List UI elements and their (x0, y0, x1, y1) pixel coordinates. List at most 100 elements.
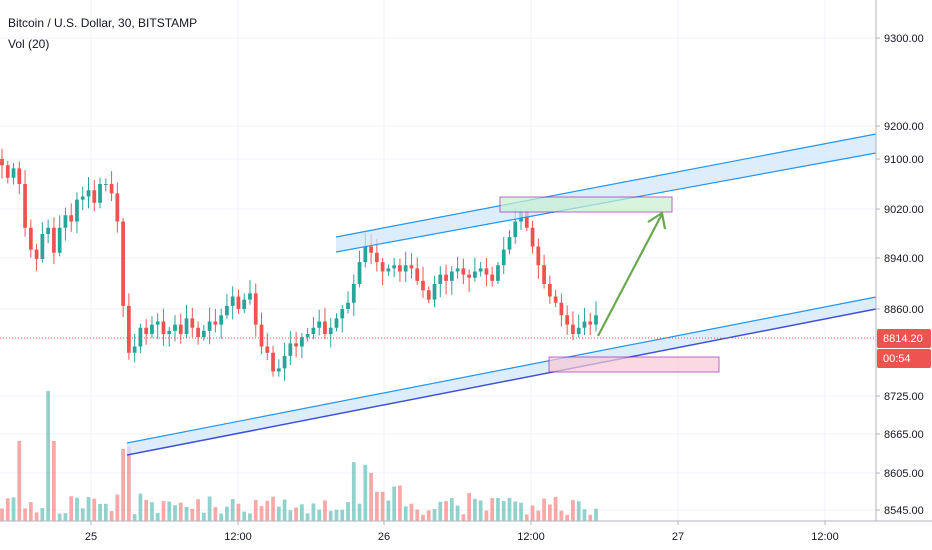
candle-body (11, 168, 16, 178)
candle-body (230, 296, 235, 306)
candle-body (559, 302, 564, 316)
time-tick-label: 26 (378, 531, 390, 543)
candle-body (582, 321, 587, 328)
volume-bar (496, 497, 500, 521)
volume-bar (294, 507, 298, 521)
volume-bar (473, 498, 477, 521)
candle-body (271, 352, 275, 372)
last-price-badge (877, 329, 931, 348)
candle-body (92, 190, 97, 203)
volume-bar (242, 511, 247, 521)
candle-body (351, 284, 356, 303)
candle-body (594, 315, 598, 325)
volume-bar (317, 509, 322, 521)
volume-bar (530, 505, 535, 521)
candle-body (392, 265, 397, 269)
price-tick-label: 8940.00 (884, 253, 924, 265)
lower-channel-bottom-line (126, 308, 877, 456)
volume-bar (421, 514, 425, 521)
candle-body (213, 321, 218, 325)
volume-bar (328, 510, 333, 521)
volume-bar (34, 512, 39, 521)
time-tick-label: 25 (85, 531, 97, 543)
volume-bar (351, 462, 356, 521)
volume-bar (207, 496, 212, 521)
candle-body (565, 315, 570, 325)
volume-bar (271, 496, 275, 521)
volume-bar (167, 501, 172, 521)
candle-body (52, 227, 56, 253)
candle-body (0, 159, 4, 166)
volume-bar (311, 503, 316, 521)
candle-body (86, 190, 91, 197)
volume-bar (559, 510, 564, 521)
volume-bar (248, 513, 252, 521)
candle-body (386, 268, 391, 272)
candle-body (40, 234, 45, 259)
candle-body (196, 327, 200, 338)
countdown-badge (877, 349, 931, 368)
candle-body (138, 327, 143, 347)
candle-body (415, 268, 420, 281)
volume-bar (565, 514, 570, 521)
volume-bar (80, 508, 85, 521)
volume-bar (5, 498, 10, 521)
candle-body (484, 268, 489, 275)
volume-bar (184, 506, 189, 521)
candle-body (34, 249, 39, 259)
candle-body (276, 368, 281, 372)
candle-body (225, 305, 229, 316)
volume-bar (155, 512, 160, 521)
volume-bar (17, 441, 22, 521)
volume-bar (28, 502, 33, 521)
time-tick-label: 27 (672, 531, 684, 543)
volume-bar (213, 507, 218, 521)
volume-bar (300, 504, 304, 521)
volume-bar (415, 509, 420, 521)
volume-bar (0, 508, 4, 521)
candle-body (57, 227, 62, 253)
candle-body (5, 165, 10, 178)
price-tick-label: 9100.00 (884, 154, 924, 166)
candle-body (513, 221, 518, 238)
volume-bar (126, 446, 131, 521)
candle-body (380, 262, 385, 272)
volume-bar (57, 513, 62, 521)
candle-body (340, 309, 345, 319)
volume-bar (524, 514, 529, 521)
projection-arrow-head (647, 211, 667, 230)
price-tick-label: 8725.00 (884, 391, 924, 403)
volume-bar (507, 497, 512, 521)
volume-bar (115, 494, 120, 521)
candle-body (28, 227, 33, 250)
price-tick-label: 9300.00 (884, 33, 924, 45)
candle-body (126, 305, 131, 353)
candle-body (207, 321, 212, 331)
candle-body (374, 252, 379, 263)
candle-body (496, 265, 500, 281)
candle-body (46, 227, 51, 234)
candle-body (398, 265, 402, 272)
volume-bar (369, 472, 373, 521)
candle-body (432, 284, 437, 300)
chart-legend: Bitcoin / U.S. Dollar, 30, BITSTAMP Vol … (8, 13, 197, 55)
candle-body (242, 299, 247, 309)
candle-body (167, 330, 172, 334)
volume-bar (259, 506, 264, 521)
candle-body (449, 271, 454, 281)
time-tick-label: 12:00 (224, 531, 252, 543)
candle-body (490, 274, 495, 281)
volume-bar (173, 505, 177, 521)
volume-bar (98, 503, 102, 521)
candle-body (80, 196, 85, 200)
candle-body (248, 293, 252, 300)
volume-bar (52, 441, 56, 521)
volume-bar (196, 499, 200, 521)
candle-body (363, 246, 368, 263)
volume-bar (86, 497, 91, 521)
volume-bar (357, 503, 362, 521)
volume-bar (150, 502, 154, 521)
candle-body (571, 324, 575, 334)
volume-bar (513, 501, 518, 521)
